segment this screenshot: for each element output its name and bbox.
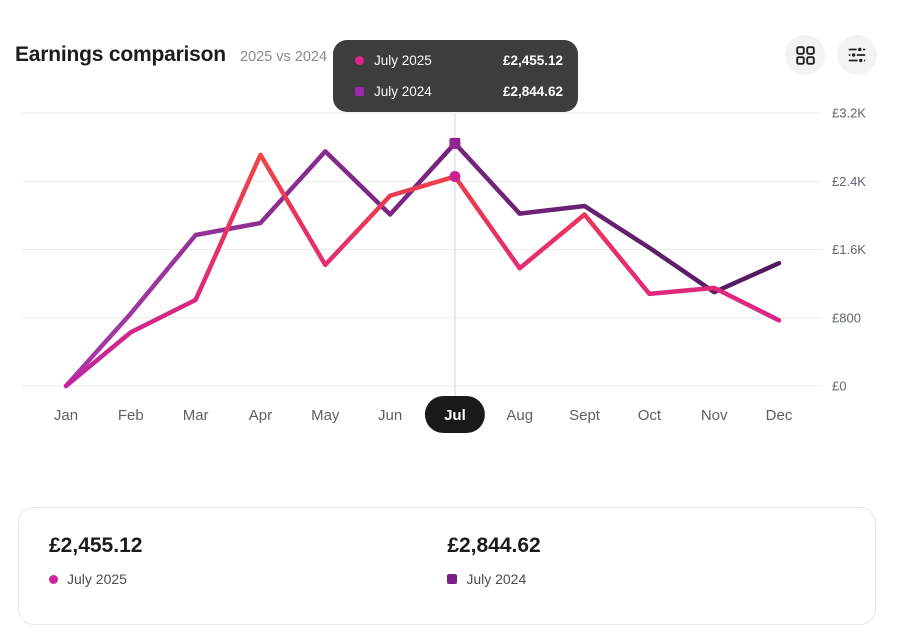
summary-label-2024: July 2024: [466, 571, 527, 587]
x-axis-label-jun[interactable]: Jun: [378, 407, 402, 424]
tooltip-value-2024: £2,844.62: [502, 84, 563, 99]
earnings-line-chart[interactable]: £0 £800 £1.6K £2.4K £3.2K Jan Feb Mar Apr Ma…: [0, 0, 897, 460]
x-axis-label-aug[interactable]: Aug: [506, 407, 533, 424]
tooltip-value-2025: £2,455.12: [502, 53, 563, 68]
chart-grid: £0 £800 £1.6K £2.4K £3.2K: [22, 106, 866, 394]
y-axis-tick-label: £1.6K: [832, 242, 866, 257]
selected-month-pill[interactable]: [424, 396, 485, 433]
summary-col-2025: £2,455.12 July 2025: [19, 508, 447, 624]
y-axis-tick-label: £800: [832, 310, 861, 325]
y-axis-tick-label: £3.2K: [832, 106, 866, 121]
tooltip-row-2025: July 2025 £2,455.12: [355, 53, 563, 68]
x-axis-label-jan[interactable]: Jan: [54, 407, 78, 424]
x-axis-label-oct[interactable]: Oct: [638, 407, 662, 424]
summary-label-2025: July 2025: [67, 571, 127, 587]
legend-square-marker-2024: [447, 574, 458, 584]
y-axis-tick-label: £2.4K: [832, 174, 866, 189]
page-title: Earnings comparison: [15, 43, 226, 66]
monthly-summary-card: £2,455.12 July 2025 £2,844.62 July 2024: [18, 507, 876, 625]
tooltip-row-2024: July 2024 £2,844.62: [355, 84, 563, 99]
x-axis-label-jul[interactable]: Jul: [444, 407, 466, 424]
sliders-icon: [847, 45, 867, 65]
tooltip-square-marker-2024: [355, 87, 364, 96]
summary-legend-2024: July 2024: [447, 571, 875, 587]
comparison-period-subtitle: 2025 vs 2024: [240, 49, 328, 65]
grid-icon: [795, 45, 815, 65]
line-series-july-2024[interactable]: [63, 141, 782, 389]
summary-col-2024: £2,844.62 July 2024: [447, 508, 875, 624]
filters-button[interactable]: [837, 35, 877, 75]
tooltip-label-2024: July 2024: [374, 84, 432, 99]
x-axis-label-sept[interactable]: Sept: [569, 407, 601, 424]
tooltip-circle-marker-2025: [355, 56, 364, 65]
y-axis-tick-label: £0: [832, 379, 846, 394]
x-axis-label-mar[interactable]: Mar: [183, 407, 209, 424]
chart-tooltip: July 2025 £2,455.12 July 2024 £2,844.62: [333, 40, 578, 112]
summary-value-2025: £2,455.12: [49, 534, 143, 557]
tooltip-label-2025: July 2025: [374, 53, 432, 68]
x-axis-label-dec[interactable]: Dec: [766, 407, 793, 424]
x-axis: Jan Feb Mar Apr May Jun Jul Aug Sept Oct…: [54, 396, 793, 433]
marker-july-2024[interactable]: [449, 137, 461, 149]
legend-circle-marker-2025: [49, 574, 58, 584]
x-axis-label-may[interactable]: May: [311, 407, 340, 424]
line-series-july-2025[interactable]: [63, 152, 782, 389]
marker-july-2025[interactable]: [449, 171, 461, 183]
x-axis-label-nov[interactable]: Nov: [701, 407, 728, 424]
x-axis-label-feb[interactable]: Feb: [118, 407, 144, 424]
x-axis-label-apr[interactable]: Apr: [249, 407, 272, 424]
grid-view-button[interactable]: [785, 35, 825, 75]
summary-legend-2025: July 2025: [49, 571, 447, 587]
summary-value-2024: £2,844.62: [447, 534, 541, 557]
